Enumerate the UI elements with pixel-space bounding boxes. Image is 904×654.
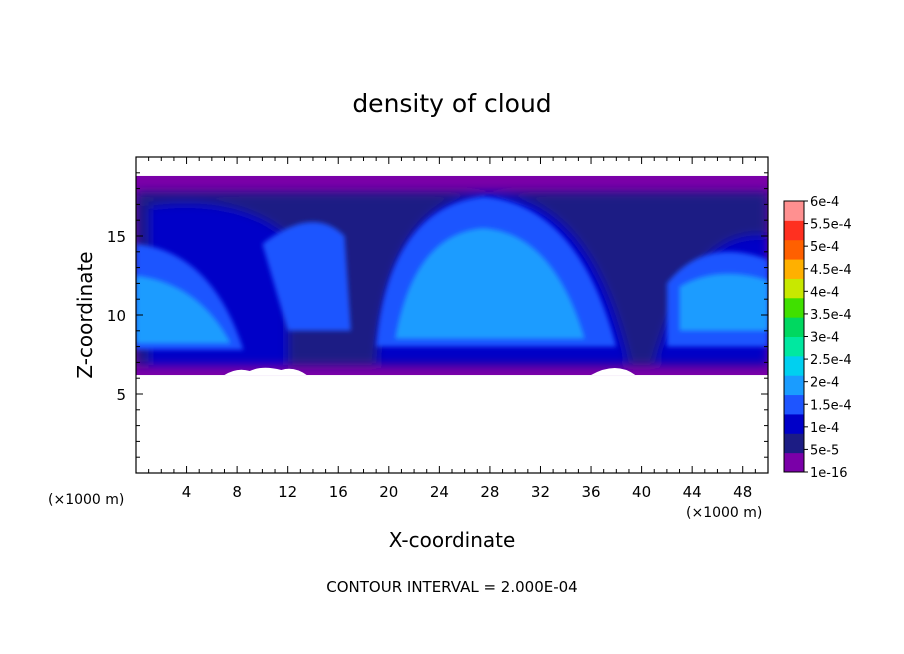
colorbar-label: 1.5e-4 [810, 398, 852, 413]
cloud-domes [136, 228, 768, 344]
x-axis-label: X-coordinate [389, 528, 516, 552]
colorbar-label: 3.5e-4 [810, 308, 852, 323]
colorbar-swatch [784, 317, 804, 337]
x-tick-label: 48 [733, 483, 752, 501]
y-tick-label: 5 [116, 386, 126, 404]
colorbar-swatch [784, 201, 804, 221]
y-axis: 5 10 15 [107, 172, 768, 458]
colorbar-swatch [784, 355, 804, 376]
colorbar-swatch [784, 413, 804, 434]
x-unit-right: (×1000 m) [686, 505, 762, 521]
chart-title: density of cloud [352, 89, 551, 118]
cloud-base-gaps [224, 367, 636, 376]
colorbar-label: 2e-4 [810, 376, 839, 391]
x-tick-label: 4 [182, 483, 192, 501]
x-tick-label: 44 [683, 483, 702, 501]
x-tick-label: 16 [329, 483, 348, 501]
x-tick-label: 40 [632, 483, 651, 501]
colorbar-swatch [784, 394, 804, 415]
colorbar-label: 4.5e-4 [810, 263, 852, 278]
colorbar-label: 1e-16 [810, 466, 848, 481]
y-tick-label: 10 [107, 307, 126, 325]
colorbar-swatch [784, 278, 804, 299]
x-tick-label: 20 [379, 483, 398, 501]
colorbar-swatch [784, 375, 804, 396]
colorbar-swatch [784, 239, 804, 260]
x-tick-label: 32 [531, 483, 550, 501]
contour-interval-note: CONTOUR INTERVAL = 2.000E-04 [326, 578, 577, 596]
colorbar-label: 3e-4 [810, 331, 839, 346]
colorbar-label: 6e-4 [810, 195, 839, 210]
x-tick-label: 12 [278, 483, 297, 501]
x-unit-left: (×1000 m) [48, 492, 124, 508]
colorbar-swatch [784, 220, 804, 241]
x-tick-label: 28 [480, 483, 499, 501]
colorbar-swatch [784, 452, 804, 473]
y-tick-label: 15 [107, 228, 126, 246]
y-axis-label: Z-coordinate [73, 251, 97, 378]
colorbar-swatch [784, 297, 804, 318]
colorbar-label: 2.5e-4 [810, 353, 852, 368]
colorbar-swatch [784, 259, 804, 279]
colorbar-label: 5e-5 [810, 443, 839, 458]
x-tick-label: 24 [430, 483, 449, 501]
colorbar-label: 4e-4 [810, 285, 839, 300]
colorbar-swatch [784, 433, 804, 454]
colorbar-label: 5.5e-4 [810, 218, 852, 233]
density-field [136, 175, 768, 376]
colorbar-label: 5e-4 [810, 240, 839, 255]
x-axis: 4 8 12 16 20 24 28 32 36 40 44 48 [148, 157, 756, 501]
x-tick-label: 8 [232, 483, 242, 501]
colorbar: 6e-4 5.5e-4 5e-4 4.5e-4 4e-4 3.5e-4 3e-4 2.5e-4… [783, 195, 852, 481]
x-tick-label: 36 [581, 483, 600, 501]
colorbar-swatch [784, 336, 804, 357]
colorbar-label: 1e-4 [810, 421, 839, 436]
